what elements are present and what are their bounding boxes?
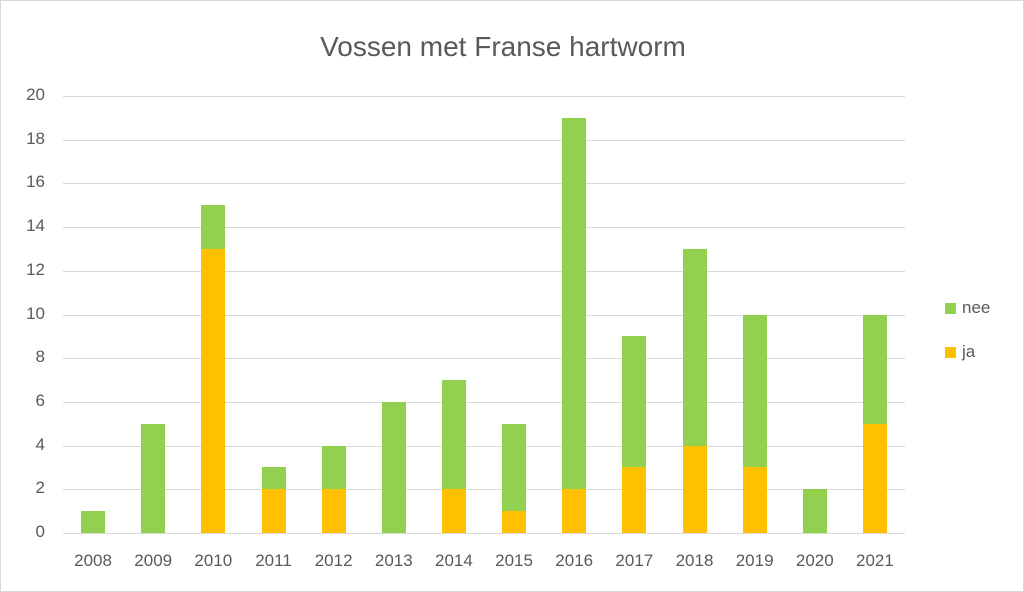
gridline [63,227,905,229]
bar-segment-nee [381,401,406,533]
y-tick-label: 20 [26,85,45,104]
bar-2010 [201,96,226,533]
x-tick-label: 2020 [795,551,834,570]
legend-label-ja: ja [962,342,976,361]
y-tick-label: 16 [26,172,45,192]
x-tick-label: 2010 [194,551,233,570]
bar-segment-nee [562,117,587,490]
bar-segment-ja [321,489,346,533]
gridline [63,401,905,403]
bar-segment-nee [321,445,346,490]
gridline [63,139,905,141]
bar-segment-nee [742,314,767,468]
gridline [63,96,905,97]
y-tick-label: 2 [35,478,45,498]
bar-segment-nee [862,314,887,424]
bar-2008 [81,96,106,533]
x-tick-label: 2016 [555,551,594,570]
bar-segment-ja [622,467,647,533]
x-tick-label: 2021 [856,551,894,570]
bar-2020 [802,96,827,533]
chart-title: Vossen met Franse hartworm [320,31,686,62]
legend-label-nee: nee [962,298,991,317]
bar-segment-ja [682,445,707,533]
bar-segment-nee [802,489,827,533]
y-tick-label: 0 [35,522,45,541]
x-tick-label: 2009 [134,551,173,570]
bar-segment-nee [261,467,286,490]
gridline [63,314,905,316]
gridline [63,270,905,272]
bar-segment-ja [862,423,887,533]
x-tick-label: 2017 [615,551,654,570]
gridline [63,533,905,534]
x-tick-label: 2013 [374,551,413,570]
bar-2013 [381,96,406,533]
y-tick-label: 18 [26,128,45,148]
bar-segment-nee [502,423,527,512]
bar-2011 [261,96,286,533]
bar-segment-nee [682,248,707,446]
bar-segment-ja [502,511,527,533]
legend-swatch-ja [945,347,956,358]
x-tick-label: 2014 [435,551,473,570]
y-tick-label: 12 [26,259,45,279]
y-tick-label: 6 [35,390,45,410]
bar-segment-ja [742,467,767,533]
bar-2019 [742,96,767,533]
y-tick-label: 14 [26,216,45,236]
bar-segment-nee [441,380,466,490]
legend-swatch-nee [945,303,956,314]
bar-segment-ja [562,489,587,533]
x-tick-label: 2012 [314,551,353,570]
x-tick-label: 2015 [495,551,533,570]
bar-segment-nee [201,205,226,249]
y-tick-label: 4 [35,434,45,454]
bar-2012 [321,96,346,533]
x-tick-label: 2011 [255,551,292,570]
plot-area [63,96,905,534]
bar-2017 [622,96,647,533]
bar-2021 [862,96,887,533]
bar-2018 [682,96,707,533]
bar-segment-ja [201,248,226,533]
x-tick-label: 2018 [675,551,714,570]
x-tick-label: 2008 [74,551,112,570]
bar-segment-nee [141,423,166,533]
legend: nee ja [945,297,990,385]
bar-2016 [562,96,587,533]
bar-segment-nee [622,336,647,468]
gridline [63,183,905,185]
bar-segment-ja [261,489,286,533]
legend-item-ja: ja [945,341,990,385]
x-tick-label: 2019 [735,551,774,570]
bar-2009 [141,96,166,533]
y-tick-label: 8 [35,347,45,367]
bar-2015 [502,96,527,533]
gridline [63,358,905,360]
gridline [63,445,905,447]
bar-segment-nee [81,511,106,533]
bar-segment-ja [441,489,466,533]
gridline [63,489,905,491]
bar-2014 [441,96,466,533]
y-tick-label: 10 [26,303,45,323]
legend-item-nee: nee [945,297,990,341]
